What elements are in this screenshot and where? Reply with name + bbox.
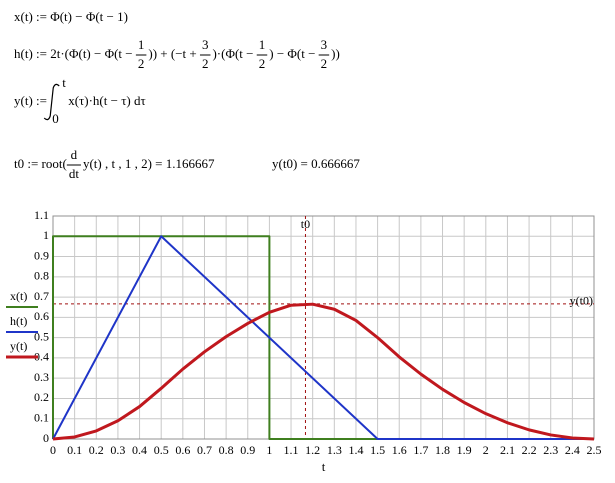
formula-text: y(t) , t , 1 , 2) = 1.166667: [83, 156, 215, 171]
x-axis-label: t: [322, 459, 326, 474]
formula-text: y(t) :=: [14, 93, 50, 108]
formula-text: x(t) := Φ(t) − Φ(t − 1): [14, 9, 128, 24]
fraction-numerator: d: [71, 147, 78, 162]
x-tick-label: 2.3: [543, 443, 558, 457]
formulas: x(t) := Φ(t) − Φ(t − 1) h(t) := 2t·(Φ(t) …: [14, 9, 360, 181]
y-tick-label: 0.3: [34, 370, 49, 384]
fraction-denominator: 2: [321, 56, 328, 71]
x-tick-label: 2.2: [522, 443, 537, 457]
y-tick-label: 0.8: [34, 269, 49, 283]
x-tick-label: 0.3: [110, 443, 125, 457]
x-tick-label: 1.1: [284, 443, 299, 457]
formula-text: )) + (−t +: [148, 46, 200, 61]
y-tick-label: 0: [43, 431, 49, 445]
x-tick-label: 0: [50, 443, 56, 457]
x-tick-label: 1.7: [413, 443, 428, 457]
x-tick-label: 1.3: [327, 443, 342, 457]
fraction-denominator: 2: [202, 56, 209, 71]
marker-label: y(t0): [570, 294, 593, 308]
x-tick-label: 1: [266, 443, 272, 457]
formula-text: y(t0) = 0.666667: [272, 156, 360, 171]
legend-label: h(t): [10, 314, 27, 328]
x-tick-label: 0.1: [67, 443, 82, 457]
fraction-numerator: 3: [202, 37, 209, 52]
y-tick-label: 1: [43, 228, 49, 242]
y-tick-label: 0.9: [34, 248, 49, 262]
legend-label: x(t): [10, 289, 27, 303]
legend-label: y(t): [10, 339, 27, 353]
series-line: [52, 235, 594, 440]
formula-text: )): [331, 46, 340, 61]
x-tick-label: 1.5: [370, 443, 385, 457]
x-tick-label: 1.2: [305, 443, 320, 457]
x-tick-label: 0.4: [132, 443, 147, 457]
series-line: [52, 302, 595, 441]
marker-label: t0: [301, 217, 310, 231]
x-tick-label: 1.9: [457, 443, 472, 457]
fraction-numerator: 3: [321, 37, 328, 52]
y-tick-label: 0.6: [34, 309, 49, 323]
integral-upper: t: [62, 75, 66, 90]
y-tick-label: 0.2: [34, 390, 49, 404]
y-tick-label: 0.7: [34, 289, 49, 303]
x-tick-label: 2.5: [587, 443, 602, 457]
x-tick-label: 0.9: [240, 443, 255, 457]
y-tick-label: 0.4: [34, 350, 49, 364]
formula-text: t0 := root(: [14, 156, 67, 171]
x-tick-label: 0.5: [154, 443, 169, 457]
integral-sign: [43, 83, 60, 121]
x-tick-label: 0.7: [197, 443, 212, 457]
fraction-numerator: 1: [138, 37, 145, 52]
integral-lower: 0: [52, 111, 59, 126]
fraction-denominator: 2: [259, 56, 266, 71]
x-tick-label: 2.4: [565, 443, 580, 457]
formula-text: x(τ)·h(t − τ) dτ: [68, 93, 146, 108]
chart: 0 0.1 0.2 0.3 0.4 0.5 0.6 0.7 0.8 0.9 1 1.1 1.2 1.3 1.…: [6, 208, 602, 474]
x-tick-label: 0.6: [175, 443, 190, 457]
fraction-denominator: dt: [69, 166, 80, 181]
fraction-denominator: 2: [138, 56, 145, 71]
x-tick-label: 0.2: [89, 443, 104, 457]
formula-text: ) − Φ(t −: [269, 46, 318, 61]
x-tick-label: 0.8: [219, 443, 234, 457]
formula-text: )·(Φ(t −: [212, 46, 256, 61]
y-tick-label: 1.1: [34, 208, 49, 222]
plot-frame: [52, 215, 595, 440]
fraction-numerator: 1: [259, 37, 266, 52]
x-tick-label: 1.8: [435, 443, 450, 457]
formula-text: h(t) := 2t·(Φ(t) − Φ(t −: [14, 46, 136, 61]
x-tick-label: 1.4: [348, 443, 363, 457]
x-tick-label: 1.6: [392, 443, 407, 457]
x-tick-label: 2: [483, 443, 489, 457]
y-tick-label: 0.1: [34, 410, 49, 424]
x-tick-label: 2.1: [500, 443, 515, 457]
